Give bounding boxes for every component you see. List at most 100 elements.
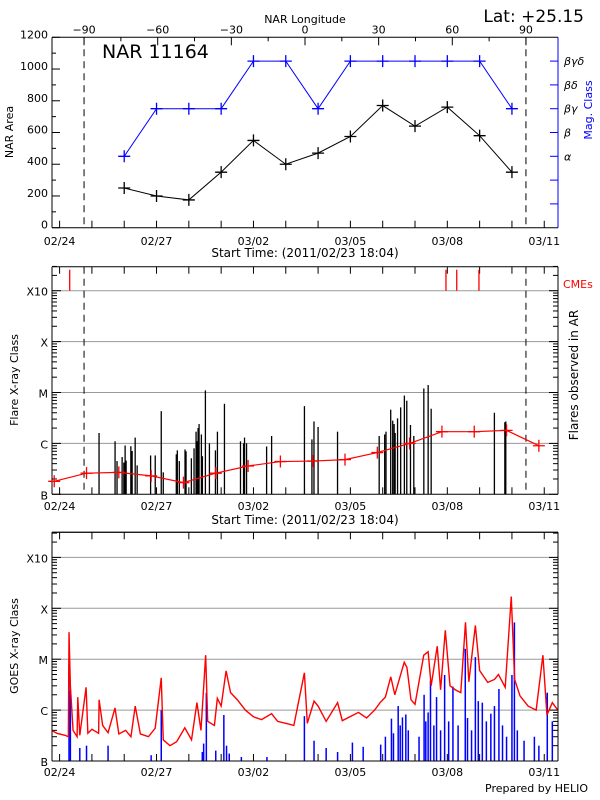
daily-mean-point bbox=[177, 476, 190, 489]
longitude-tick-label: 90 bbox=[519, 23, 533, 36]
mag-class-point bbox=[118, 150, 131, 163]
y-tick-label: 1000 bbox=[20, 60, 48, 73]
x-tick-label: 02/24 bbox=[44, 766, 76, 779]
x-tick-label: 03/02 bbox=[238, 235, 270, 248]
longitude-tick-label: −60 bbox=[146, 23, 169, 36]
mag-class-point bbox=[344, 55, 357, 68]
daily-mean-point bbox=[468, 425, 481, 438]
nar-area-point bbox=[505, 166, 518, 179]
x-tick-label: 03/11 bbox=[528, 235, 560, 248]
x-tick-label: 03/02 bbox=[238, 500, 270, 513]
longitude-axis-title: NAR Longitude bbox=[264, 13, 346, 26]
goes-long-channel-line bbox=[52, 596, 558, 747]
flares-observed-axis-title: Flares observed in AR bbox=[567, 310, 581, 440]
x-tick-label: 02/24 bbox=[44, 500, 76, 513]
y-tick-label: B bbox=[40, 489, 48, 502]
y-tick-label: M bbox=[39, 654, 49, 667]
daily-mean-point bbox=[80, 467, 93, 480]
nar-area-point bbox=[247, 134, 260, 147]
x-tick-label: 03/05 bbox=[335, 500, 367, 513]
daily-mean-line bbox=[54, 429, 540, 484]
longitude-tick-label: −90 bbox=[72, 23, 95, 36]
y-tick-label: X bbox=[40, 603, 48, 616]
mag-class-point bbox=[473, 55, 486, 68]
nar-area-point bbox=[182, 193, 195, 206]
x-tick-label: 03/02 bbox=[238, 766, 270, 779]
daily-mean-point bbox=[403, 437, 416, 450]
daily-mean-point bbox=[48, 475, 61, 488]
daily-mean-point bbox=[435, 425, 448, 438]
y-tick-label: C bbox=[40, 438, 48, 451]
daily-mean-point bbox=[209, 467, 222, 480]
latitude-label: Lat: +25.15 bbox=[483, 7, 584, 27]
longitude-tick-label: 30 bbox=[372, 23, 386, 36]
mag-class-tick-label: βγ bbox=[563, 103, 578, 116]
y-tick-label: 1200 bbox=[20, 28, 48, 41]
y-tick-label: X10 bbox=[26, 286, 48, 299]
goes-panel: B C M X X10 02/24 02/27 03/02 03/05 03/08 03/11 bbox=[26, 531, 560, 779]
y-tick-label: M bbox=[39, 388, 49, 401]
daily-mean-point bbox=[274, 455, 287, 468]
start-time-label-1: Start Time: (2011/02/23 18:04) bbox=[211, 246, 398, 260]
x-tick-label: 03/11 bbox=[528, 500, 560, 513]
x-tick-label: 02/27 bbox=[141, 766, 173, 779]
region-title: NAR 11164 bbox=[102, 41, 209, 63]
nar-area-point bbox=[118, 182, 131, 195]
daily-mean-point bbox=[339, 453, 352, 466]
nar-area-point bbox=[344, 130, 357, 143]
mag-class-point bbox=[215, 102, 228, 115]
y-tick-label: C bbox=[40, 705, 48, 718]
x-tick-label: 03/11 bbox=[528, 766, 560, 779]
x-tick-label: 02/27 bbox=[141, 235, 173, 248]
x-tick-label: 03/08 bbox=[431, 500, 463, 513]
y-tick-label: B bbox=[40, 756, 48, 769]
daily-mean-point bbox=[500, 424, 513, 437]
mag-class-tick-label: βγδ bbox=[563, 55, 585, 68]
mag-class-point bbox=[247, 55, 260, 68]
daily-mean-point bbox=[112, 466, 125, 479]
daily-mean-point bbox=[371, 446, 384, 459]
nar-area-point bbox=[215, 166, 228, 179]
y-tick-label: 400 bbox=[27, 155, 48, 168]
y-tick-label: 0 bbox=[41, 219, 48, 232]
flare-class-axis-title: Flare X-ray Class bbox=[8, 334, 21, 426]
daily-mean-point bbox=[242, 459, 255, 472]
longitude-tick-label: 60 bbox=[445, 23, 459, 36]
y-tick-label: 200 bbox=[27, 187, 48, 200]
daily-mean-point bbox=[532, 439, 545, 452]
mag-class-axis-title: Mag. Class bbox=[582, 80, 595, 139]
y-tick-label: X10 bbox=[26, 552, 48, 565]
x-tick-label: 03/08 bbox=[431, 766, 463, 779]
nar-area-point bbox=[279, 158, 292, 171]
longitude-tick-label: 0 bbox=[302, 23, 309, 36]
mag-class-point bbox=[312, 102, 325, 115]
goes-class-axis-title: GOES X-ray Class bbox=[8, 598, 21, 694]
nar-area-point bbox=[441, 101, 454, 114]
y-tick-label: 800 bbox=[27, 92, 48, 105]
mag-class-point bbox=[409, 55, 422, 68]
x-tick-label: 02/24 bbox=[44, 235, 76, 248]
nar-area-point bbox=[376, 99, 389, 112]
daily-mean-point bbox=[145, 469, 158, 482]
nar-area-point bbox=[473, 129, 486, 142]
x-tick-label: 02/27 bbox=[141, 500, 173, 513]
x-tick-label: 03/05 bbox=[335, 235, 367, 248]
mag-class-point bbox=[376, 55, 389, 68]
x-tick-label: 03/08 bbox=[431, 235, 463, 248]
x-tick-label: 03/05 bbox=[335, 766, 367, 779]
mag-class-point bbox=[279, 55, 292, 68]
start-time-label-2: Start Time: (2011/02/23 18:04) bbox=[211, 513, 398, 527]
nar-area-point bbox=[409, 120, 422, 133]
mag-class-tick-label: βδ bbox=[563, 79, 578, 92]
mag-class-point bbox=[150, 102, 163, 115]
mag-class-tick-label: β bbox=[563, 127, 571, 140]
y-tick-label: 600 bbox=[27, 124, 48, 137]
prepared-by-label: Prepared by HELIO bbox=[485, 782, 588, 795]
mag-class-point bbox=[441, 55, 454, 68]
mag-class-point bbox=[182, 102, 195, 115]
mag-class-tick-label: α bbox=[564, 150, 572, 163]
y-tick-label: X bbox=[40, 337, 48, 350]
mag-class-point bbox=[505, 102, 518, 115]
